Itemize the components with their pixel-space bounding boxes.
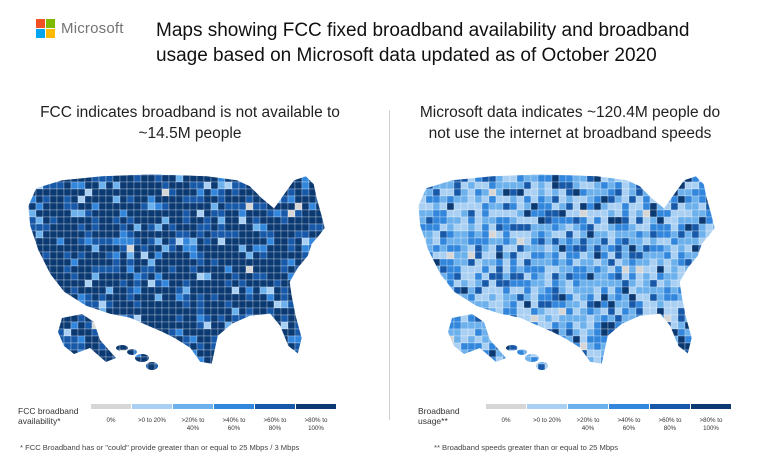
us-outline bbox=[417, 173, 716, 365]
legend-bin-label: >0 to 20% bbox=[532, 417, 562, 424]
left-legend-bins: 0% >0 to 20% >20% to 40% >40% to 60% >60% to 80… bbox=[91, 404, 337, 433]
legend-bin: >20% to 40% bbox=[173, 404, 213, 433]
legend-bin: 0% bbox=[91, 404, 131, 433]
left-footnote: * FCC Broadband has or "could" provide g… bbox=[20, 443, 300, 452]
legend-bin: >0 to 20% bbox=[527, 404, 567, 433]
legend-swatch bbox=[609, 404, 649, 409]
legend-bin-label: >60% to 80% bbox=[263, 417, 287, 432]
legend-swatch bbox=[296, 404, 336, 409]
fcc-availability-map bbox=[27, 173, 326, 370]
left-subtitle-line-1: FCC indicates broadband is not available… bbox=[40, 104, 340, 121]
microsoft-logo: Microsoft bbox=[36, 19, 124, 38]
legend-bin: >80% to 100% bbox=[691, 404, 731, 433]
title-line-2: usage based on Microsoft data updated as… bbox=[156, 45, 657, 66]
legend-bin: >40% to 60% bbox=[214, 404, 254, 433]
legend-bin: >60% to 80% bbox=[650, 404, 690, 433]
legend-swatch bbox=[214, 404, 254, 409]
legend-bin-label: 0% bbox=[501, 417, 511, 424]
legend-swatch bbox=[650, 404, 690, 409]
legend-bin: 0% bbox=[486, 404, 526, 433]
left-map-subtitle: FCC indicates broadband is not available… bbox=[15, 102, 365, 144]
legend-swatch bbox=[255, 404, 295, 409]
legend-bin-label: >0 to 20% bbox=[137, 417, 167, 424]
legend-bin: >40% to 60% bbox=[609, 404, 649, 433]
legend-bin-label: >40% to 60% bbox=[222, 417, 246, 432]
legend-bin: >60% to 80% bbox=[255, 404, 295, 433]
legend-bin-label: 0% bbox=[106, 417, 116, 424]
title-line-1: Maps showing FCC fixed broadband availab… bbox=[156, 20, 690, 41]
us-outline bbox=[27, 173, 326, 365]
legend-bin-label: >40% to 60% bbox=[617, 417, 641, 432]
right-legend-title: Broadband usage** bbox=[418, 406, 460, 426]
left-legend-title: FCC broadband availability* bbox=[18, 406, 79, 426]
legend-bin-label: >80% to 100% bbox=[304, 417, 328, 432]
legend-bin: >80% to 100% bbox=[296, 404, 336, 433]
legend-bin: >20% to 40% bbox=[568, 404, 608, 433]
legend-swatch bbox=[691, 404, 731, 409]
legend-swatch bbox=[568, 404, 608, 409]
legend-swatch bbox=[486, 404, 526, 409]
legend-swatch bbox=[527, 404, 567, 409]
legend-swatch bbox=[173, 404, 213, 409]
legend-bin-label: >20% to 40% bbox=[181, 417, 205, 432]
right-footnote: ** Broadband speeds greater than or equa… bbox=[434, 443, 619, 452]
page-title: Maps showing FCC fixed broadband availab… bbox=[156, 18, 746, 68]
right-subtitle-line-2: not use the internet at broadband speeds bbox=[428, 125, 712, 142]
broadband-usage-map bbox=[417, 173, 716, 370]
microsoft-logo-icon bbox=[36, 19, 55, 38]
legend-swatch bbox=[91, 404, 131, 409]
right-map-subtitle: Microsoft data indicates ~120.4M people … bbox=[395, 102, 745, 144]
county-cells bbox=[418, 174, 715, 370]
panel-divider bbox=[389, 110, 390, 420]
logo-wordmark: Microsoft bbox=[61, 20, 124, 37]
legend-swatch bbox=[132, 404, 172, 409]
left-subtitle-line-2: ~14.5M people bbox=[138, 125, 242, 142]
legend-bin: >0 to 20% bbox=[132, 404, 172, 433]
right-subtitle-line-1: Microsoft data indicates ~120.4M people … bbox=[419, 104, 721, 121]
legend-bin-label: >80% to 100% bbox=[699, 417, 723, 432]
right-legend-bins: 0% >0 to 20% >20% to 40% >40% to 60% >60% to 80… bbox=[486, 404, 732, 433]
legend-bin-label: >20% to 40% bbox=[576, 417, 600, 432]
legend-bin-label: >60% to 80% bbox=[658, 417, 682, 432]
county-cells bbox=[28, 174, 325, 370]
